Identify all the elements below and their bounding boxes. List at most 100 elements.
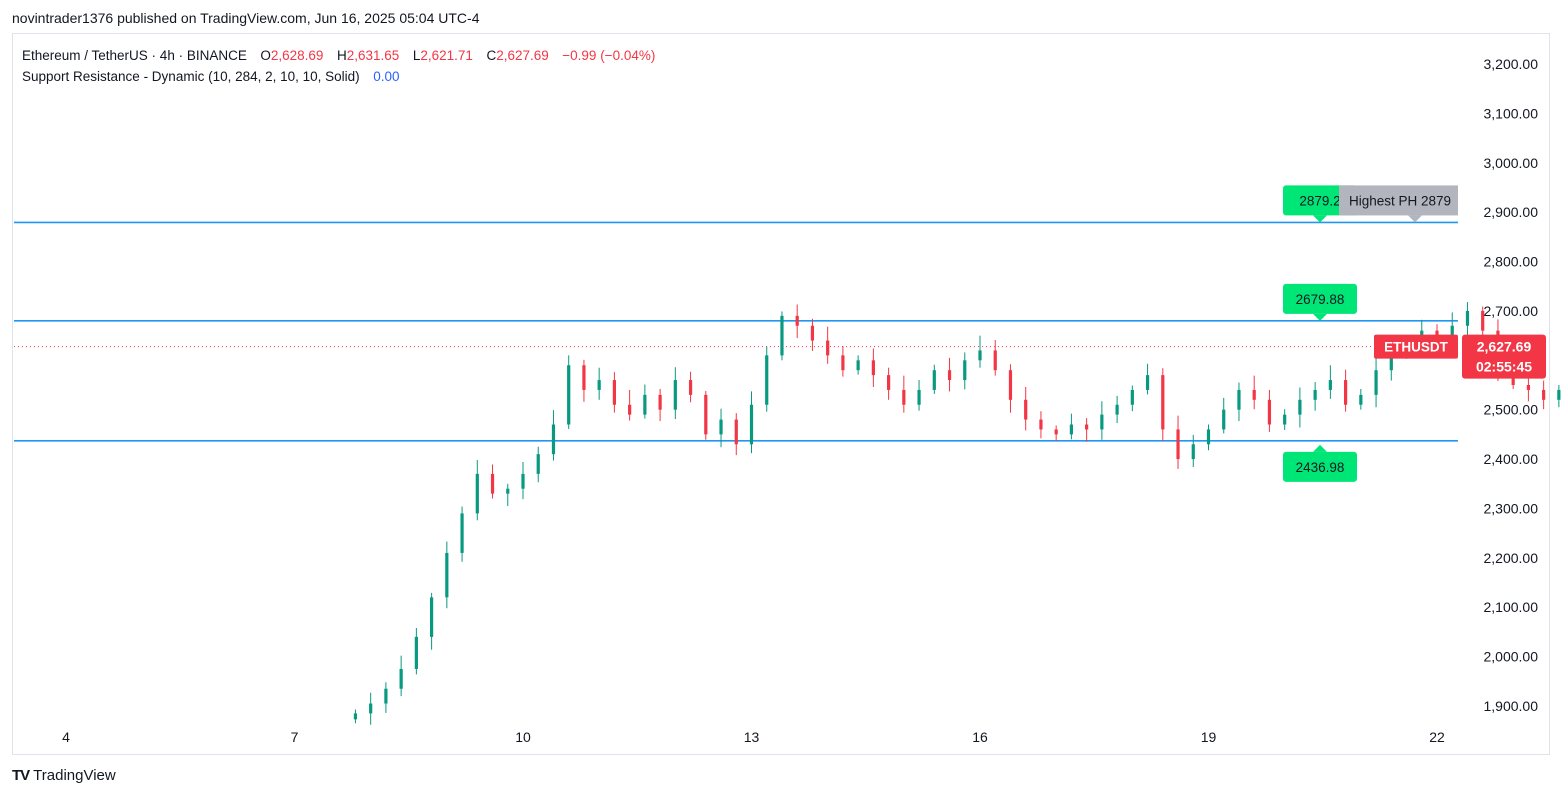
tradingview-logo-icon: TV: [12, 767, 30, 784]
candle-body: [430, 597, 434, 637]
price-tick-label: 1,900.00: [1484, 698, 1539, 714]
candle-body: [1359, 394, 1363, 405]
sr-level-label-text: 2879.2: [1299, 193, 1340, 208]
candle-body: [841, 355, 845, 371]
time-tick-label: 16: [972, 729, 988, 745]
candle-body: [719, 419, 723, 435]
countdown-text: 02:55:45: [1476, 359, 1532, 375]
published-by-text: novintrader1376 published on TradingView…: [12, 10, 480, 26]
candle-body: [688, 380, 693, 395]
candle-body: [1298, 399, 1302, 415]
candle-body: [887, 375, 891, 390]
open-label: O: [260, 48, 271, 63]
candle-body: [1389, 350, 1393, 371]
tradingview-footer[interactable]: TV TradingView: [12, 767, 116, 784]
candle-body: [993, 350, 997, 371]
candle-body: [582, 365, 586, 390]
highest-ph-label: Highest PH 2879: [1339, 185, 1458, 223]
candle-body: [765, 355, 769, 405]
candle-body: [414, 636, 418, 669]
last-price-box: [1462, 334, 1546, 379]
candle-body: [1222, 409, 1226, 430]
highest-ph-text: Highest PH 2879: [1349, 193, 1451, 208]
price-tick-label: 2,200.00: [1484, 550, 1539, 566]
candle-body: [871, 360, 875, 376]
sr-level-label-box: [1283, 283, 1357, 314]
indicator-value: 0.00: [373, 69, 400, 84]
price-tick-label: 2,100.00: [1484, 599, 1539, 615]
candle-body: [643, 394, 647, 415]
candle-body: [628, 404, 632, 415]
candle-body: [1130, 389, 1134, 405]
candle-body: [749, 404, 754, 445]
candle-body: [475, 473, 479, 514]
candle-body: [963, 360, 967, 381]
candle-body: [460, 513, 464, 553]
time-axis: 4710131619222528Jun471013161922: [62, 729, 1445, 745]
candle-body: [1039, 419, 1043, 430]
candle-body: [1283, 414, 1287, 425]
label-pointer-icon: [1313, 215, 1327, 223]
candle-body: [1191, 444, 1195, 460]
candle-body: [1557, 389, 1561, 400]
candle-body: [917, 389, 921, 405]
candle-body: [1511, 375, 1515, 385]
candles: [353, 302, 1561, 725]
candle-body: [856, 360, 860, 371]
candle-body: [399, 668, 403, 689]
candle-body: [567, 365, 571, 425]
candle-body: [612, 380, 616, 405]
high-value: 2,631.65: [346, 48, 400, 63]
candle-body: [1252, 389, 1256, 400]
candle-body: [1237, 389, 1241, 410]
last-price-tags: ETHUSDT 2,627.69 02:55:45: [1374, 334, 1546, 379]
close-value: 2,627.69: [496, 48, 549, 63]
sr-level-label: 2679.88: [1283, 283, 1357, 321]
label-pointer-icon: [1313, 313, 1327, 321]
time-tick-label: 4: [62, 729, 70, 745]
sr-level-label-text: 2679.88: [1296, 292, 1345, 307]
indicator-name: Support Resistance - Dynamic (10, 284, 2…: [22, 69, 360, 84]
sr-level-label-box: [1283, 185, 1357, 216]
candle-body: [978, 350, 982, 361]
chart-frame[interactable]: [12, 33, 1550, 755]
symbol-tag-text: ETHUSDT: [1384, 340, 1449, 355]
candle-body: [1115, 404, 1119, 415]
time-tick-label: 19: [1201, 729, 1217, 745]
price-tick-label: 3,200.00: [1484, 56, 1539, 72]
candle-body: [826, 340, 830, 356]
sr-level-label-text: 2436.98: [1296, 460, 1345, 475]
price-tick-label: 2,800.00: [1484, 254, 1539, 270]
candle-body: [1069, 424, 1073, 435]
last-price-text: 2,627.69: [1477, 339, 1532, 355]
change-value: −0.99 (−0.04%): [562, 48, 656, 63]
time-tick-label: 10: [515, 729, 531, 745]
candle-body: [384, 688, 388, 704]
candle-body: [1374, 370, 1378, 395]
candle-body: [1481, 310, 1485, 331]
candle-body: [1313, 389, 1317, 400]
candle-body: [369, 703, 373, 714]
indicator-row[interactable]: Support Resistance - Dynamic (10, 284, 2…: [22, 66, 655, 87]
candle-body: [947, 370, 952, 381]
candle-body: [1176, 429, 1180, 460]
symbol-row: Ethereum / TetherUS · 4h · BINANCE O 2,62…: [22, 45, 655, 66]
sr-level-label-box: [1283, 451, 1357, 482]
candle-body: [932, 370, 936, 390]
candle-body: [1085, 424, 1089, 430]
highest-ph-box: [1339, 185, 1458, 216]
price-tick-label: 2,700.00: [1484, 303, 1539, 319]
last-price-tag: 2,627.69 02:55:45: [1462, 334, 1546, 379]
candle-body: [506, 488, 510, 494]
price-tick-label: 2,400.00: [1484, 451, 1539, 467]
candle-body: [597, 380, 601, 390]
candle-body: [1206, 429, 1211, 445]
price-tick-label: 2,500.00: [1484, 402, 1539, 418]
candle-body: [1435, 330, 1439, 336]
chart-legend: Ethereum / TetherUS · 4h · BINANCE O 2,62…: [22, 45, 655, 87]
level-labels: 2879.2 2679.88 2436.98 Highest PH 2879: [1283, 185, 1458, 482]
candle-body: [1344, 380, 1348, 405]
candle-body: [445, 552, 449, 598]
symbol-description: Ethereum / TetherUS · 4h · BINANCE: [22, 48, 247, 63]
